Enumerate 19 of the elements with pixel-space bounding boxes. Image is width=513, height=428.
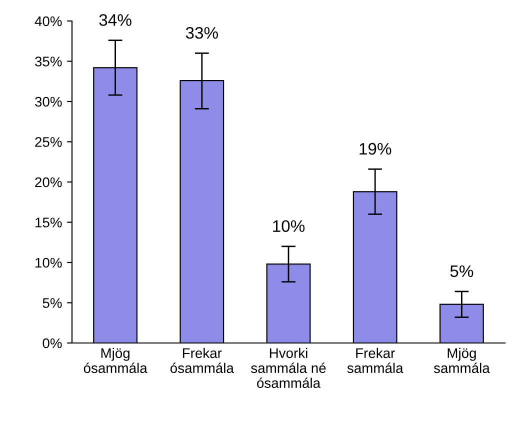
y-tick-label: 25% (35, 137, 62, 147)
y-tick-label: 20% (35, 177, 62, 188)
x-tick-label: Frekar sammála (347, 348, 404, 374)
data-label: 5% (450, 265, 474, 278)
x-tick-label: Frekar ósammála (170, 348, 234, 374)
x-tick-label: Mjög ósammála (84, 348, 148, 374)
x-tick-label: Mjög sammála (434, 348, 490, 374)
y-tick-label: 0% (42, 338, 62, 348)
y-tick-label: 5% (42, 298, 62, 308)
y-tick-label: 10% (36, 258, 62, 268)
y-tick-label: 40% (34, 16, 62, 26)
y-tick-label: 30% (35, 96, 62, 107)
x-tick-label: Hvorki sammála né ósammála (251, 348, 326, 388)
y-tick-label: 35% (35, 56, 62, 66)
data-label: 10% (273, 220, 305, 232)
data-label: 33% (186, 26, 218, 39)
data-label: 34% (99, 14, 132, 26)
data-label: 19% (360, 142, 392, 155)
y-tick-label: 15% (36, 218, 62, 228)
